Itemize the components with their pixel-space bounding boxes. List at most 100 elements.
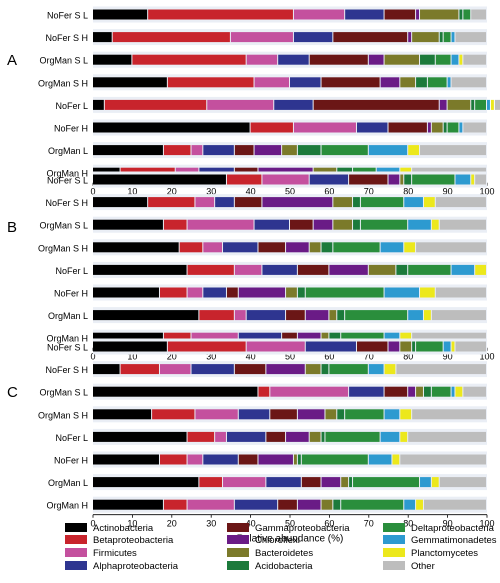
bar-segment-firmicutes	[159, 364, 191, 375]
bar-segment-other	[400, 454, 486, 465]
bar-segment-gammaproteobacteria	[234, 197, 262, 208]
bar-segment-firmicutes	[207, 99, 274, 110]
x-tick-label: 40	[246, 352, 256, 362]
bar-segment-gemmatimonadetes	[451, 32, 455, 43]
bar-segment-gammaproteobacteria	[384, 386, 408, 397]
bar-segment-actinobacteria	[93, 9, 148, 20]
legend-swatch	[383, 535, 405, 544]
bar-segment-gammaproteobacteria	[384, 9, 416, 20]
bar-segment-chloroflexi	[388, 174, 400, 185]
panel-b: B NoFer S L NoFer S H OrgMan S L OrgMan S H N…	[7, 171, 495, 362]
bar-segment-alphaproteobacteria	[246, 310, 286, 321]
bar-segment-alphaproteobacteria	[215, 197, 234, 208]
bar-segment-actinobacteria	[93, 386, 258, 397]
bar-segment-actinobacteria	[93, 122, 250, 133]
x-tick-label: 60	[324, 352, 334, 362]
bar-segment-firmicutes	[187, 287, 203, 298]
bar-segment-bacteroidetes	[416, 386, 423, 397]
bar-segment-firmicutes	[223, 477, 266, 488]
category-label: NoFer L	[55, 101, 88, 111]
bar-segment-alphaproteobacteria	[203, 145, 234, 156]
x-tick-label: 0	[90, 519, 95, 529]
category-label: NoFer H	[54, 456, 88, 466]
bar-segment-acidobacteria	[439, 32, 443, 43]
category-label: OrgMan H	[46, 169, 88, 179]
bar-segment-acidobacteria	[416, 77, 427, 88]
bar-segment-actinobacteria	[93, 145, 163, 156]
bar-segment-bacteroidetes	[282, 145, 297, 156]
x-tick-label: 0	[90, 187, 95, 197]
bar-segment-chloroflexi	[439, 99, 447, 110]
bar-segment-firmicutes	[195, 409, 238, 420]
bar-segment-deltaproteobacteria	[341, 332, 384, 343]
bar-segment-acidobacteria	[404, 174, 412, 185]
bar-segment-acidobacteria	[297, 145, 321, 156]
x-tick-label: 20	[167, 519, 177, 529]
bar-segment-deltaproteobacteria	[301, 454, 368, 465]
panel-label: A	[7, 52, 17, 69]
bar-segment-chloroflexi	[388, 341, 400, 352]
bar-segment-gammaproteobacteria	[309, 54, 368, 65]
bar-segment-gemmatimonadetes	[380, 242, 404, 253]
bar-segment-gammaproteobacteria	[290, 219, 313, 230]
bar-segment-gammaproteobacteria	[321, 77, 380, 88]
bar-segment-gammaproteobacteria	[234, 145, 254, 156]
bar-segment-deltaproteobacteria	[475, 99, 486, 110]
bar-segment-alphaproteobacteria	[191, 364, 234, 375]
bar-segment-firmicutes	[246, 54, 278, 65]
bar-segment-alphaproteobacteria	[305, 341, 356, 352]
bar-segment-acidobacteria	[396, 264, 408, 275]
legend-swatch	[227, 523, 249, 532]
bar-segment-alphaproteobacteria	[238, 409, 270, 420]
bar-segment-planctomycetes	[420, 287, 435, 298]
bar-segment-gammaproteobacteria	[301, 477, 321, 488]
bar-segment-deltaproteobacteria	[431, 386, 451, 397]
bar-segment-other	[408, 431, 486, 442]
bar-segment-firmicutes	[230, 32, 293, 43]
bar-segment-deltaproteobacteria	[341, 499, 404, 510]
bar-segment-planctomycetes	[423, 310, 431, 321]
bar-segment-firmicutes	[254, 77, 289, 88]
bar-segment-gemmatimonadetes	[443, 341, 451, 352]
x-tick-label: 90	[443, 187, 453, 197]
bar-segment-gammaproteobacteria	[258, 242, 286, 253]
legend-label: Other	[411, 561, 435, 572]
bar-segment-chloroflexi	[262, 197, 333, 208]
bar-segment-gammaproteobacteria	[349, 174, 388, 185]
bar-segment-planctomycetes	[423, 197, 435, 208]
bar-segment-deltaproteobacteria	[408, 264, 451, 275]
bar-segment-planctomycetes	[475, 264, 486, 275]
bar-segment-actinobacteria	[93, 197, 148, 208]
bar-segment-actinobacteria	[93, 242, 179, 253]
bar-segment-chloroflexi	[427, 122, 431, 133]
bar-segment-planctomycetes	[431, 477, 439, 488]
bar-segment-deltaproteobacteria	[325, 431, 380, 442]
bar-segment-bacteroidetes	[412, 32, 439, 43]
bar-segment-chloroflexi	[416, 9, 420, 20]
bar-segment-bacteroidetes	[400, 341, 412, 352]
bar-segment-other	[451, 77, 486, 88]
bar-segment-alphaproteobacteria	[293, 32, 333, 43]
x-tick-label: 10	[127, 519, 137, 529]
x-tick-label: 50	[285, 187, 295, 197]
bar-segment-deltaproteobacteria	[463, 9, 471, 20]
bar-segment-betaproteobacteria	[163, 332, 191, 343]
x-tick-label: 70	[364, 519, 374, 529]
bar-segment-betaproteobacteria	[167, 77, 254, 88]
bar-segment-other	[463, 122, 486, 133]
bar-segment-deltaproteobacteria	[333, 242, 380, 253]
bar-segment-firmicutes	[293, 122, 356, 133]
bar-segment-actinobacteria	[93, 77, 167, 88]
bar-segment-gemmatimonadetes	[408, 310, 423, 321]
bar-segment-gammaproteobacteria	[278, 499, 297, 510]
bar-segment-betaproteobacteria	[187, 431, 215, 442]
bar-segment-actinobacteria	[93, 287, 159, 298]
bar-segment-planctomycetes	[455, 386, 463, 397]
bar-segment-deltaproteobacteria	[305, 287, 384, 298]
bar-segment-gemmatimonadetes	[404, 197, 423, 208]
bar-segment-gammaproteobacteria	[313, 99, 439, 110]
legend-swatch	[65, 535, 87, 544]
bar-segment-deltaproteobacteria	[329, 364, 368, 375]
bar-segment-acidobacteria	[349, 477, 353, 488]
bar-segment-acidobacteria	[297, 287, 305, 298]
